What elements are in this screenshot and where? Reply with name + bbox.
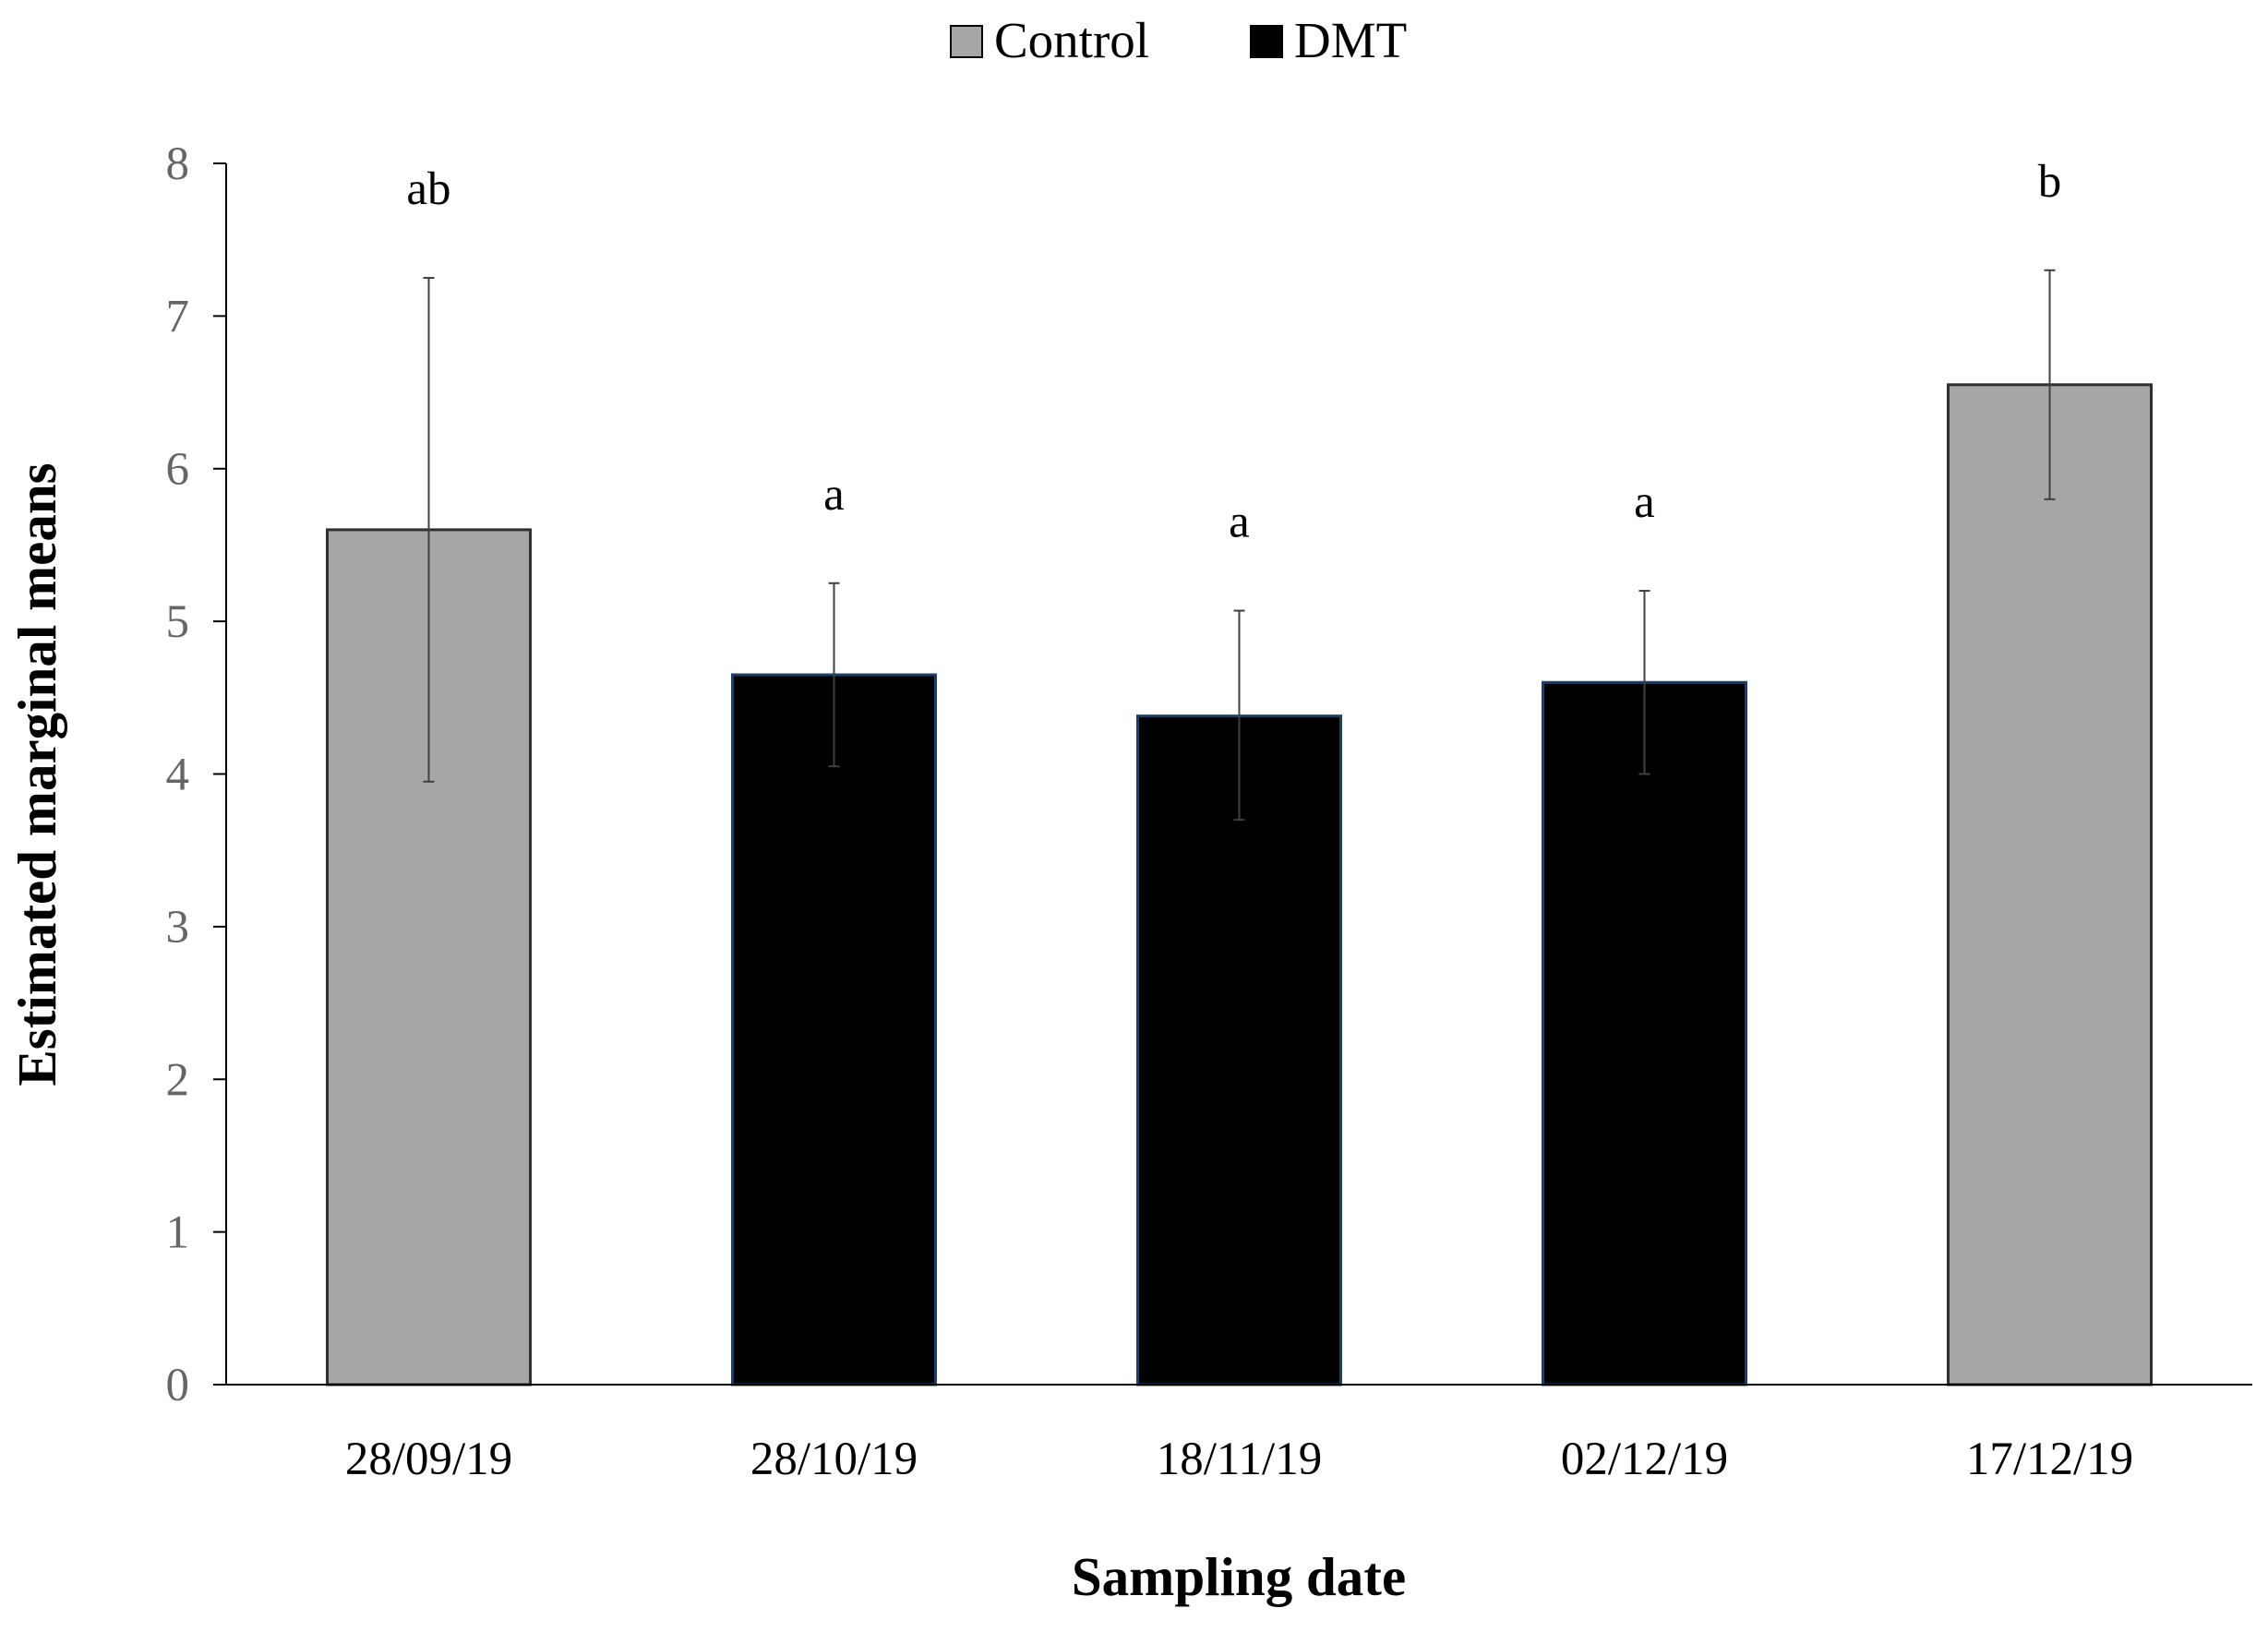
legend-label-control: Control [994,12,1149,68]
error-bar-28/09/19 [423,277,435,783]
x-tick-label-28/10/19: 28/10/19 [750,1434,918,1485]
y-tick-label-5: 5 [166,596,190,648]
y-tick-label-1: 1 [166,1207,190,1259]
axis-labels: 28/09/19 28/10/19 18/11/19 02/12/19 17/12/19… [6,138,2133,1607]
error-bars [423,269,2056,822]
axes [213,162,2252,1386]
error-bar-17/12/19 [2044,269,2056,500]
legend-entry-control: Control [950,12,1149,68]
x-tick-label-18/11/19: 18/11/19 [1157,1434,1322,1485]
significance-letter-17/12/19: b [2038,156,2062,208]
y-axis-title: Estimated marginal means [6,462,67,1086]
y-tick-label-4: 4 [166,750,190,801]
bar-17/12/19 [1947,383,2153,1386]
y-tick-label-8: 8 [166,138,190,190]
x-tick-label-28/09/19: 28/09/19 [345,1434,512,1485]
significance-letter-18/11/19: a [1229,497,1250,548]
error-bar-28/10/19 [828,582,840,768]
error-bar-18/11/19 [1233,609,1245,822]
legend-swatch-dmt [1250,25,1283,58]
significance-letter-28/10/19: a [823,469,845,521]
legend-label-dmt: DMT [1294,12,1407,68]
legend: Control DMT [950,12,1407,68]
error-bar-02/12/19 [1638,590,1650,775]
legend-swatch-control [950,25,983,58]
legend-entry-dmt: DMT [1250,12,1407,68]
bar-28/10/19 [731,673,937,1386]
x-tick-label-17/12/19: 17/12/19 [1966,1434,2133,1485]
y-tick-label-2: 2 [166,1054,190,1106]
x-axis-title: Sampling date [1072,1546,1406,1607]
y-tick-label-7: 7 [166,291,190,342]
significance-letter-28/09/19: ab [406,163,450,215]
significance-letter-02/12/19: a [1634,476,1655,528]
y-tick-label-0: 0 [166,1360,190,1411]
y-tick-label-3: 3 [166,902,190,954]
bar-02/12/19 [1542,680,1747,1386]
y-tick-label-6: 6 [166,444,190,496]
x-tick-label-02/12/19: 02/12/19 [1561,1434,1728,1485]
